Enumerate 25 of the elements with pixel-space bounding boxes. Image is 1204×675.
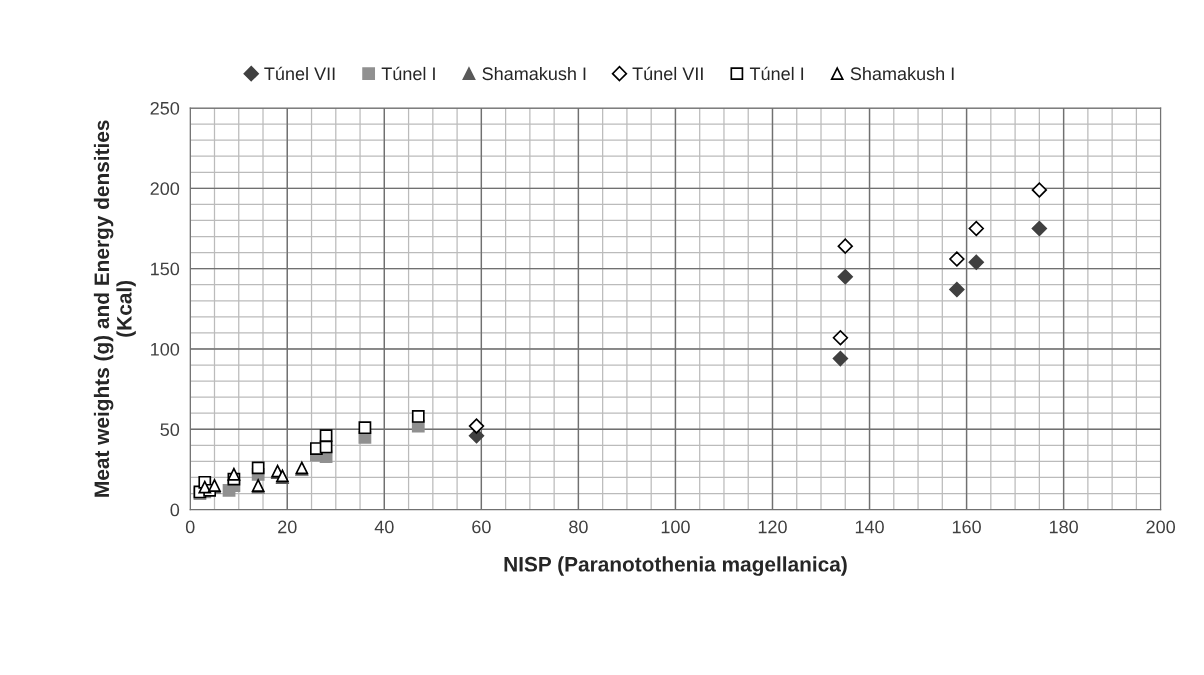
legend-label: Túnel VII xyxy=(264,66,335,81)
legend-label: Túnel I xyxy=(381,66,435,81)
legend-label: Shamakush I xyxy=(850,66,954,81)
x-tick-label: 160 xyxy=(952,520,981,534)
y-tick-label: 200 xyxy=(150,182,180,196)
x-tick-label: 60 xyxy=(472,520,491,534)
y-tick-label: 250 xyxy=(150,101,180,115)
legend-label: Túnel VII xyxy=(632,66,703,81)
legend-label: Túnel I xyxy=(749,66,804,81)
x-tick-label: 100 xyxy=(661,520,690,534)
legend-label: Shamakush I xyxy=(482,66,586,81)
x-tick-label: 180 xyxy=(1049,520,1078,534)
x-tick-label: 200 xyxy=(1146,520,1176,534)
y-tick-label: 150 xyxy=(151,262,180,276)
x-tick-label: 40 xyxy=(374,520,394,534)
x-tick-label: 120 xyxy=(758,520,787,534)
y-tick-label: 50 xyxy=(160,423,180,437)
x-axis-title: NISP (Paranotothenia magellanica) xyxy=(504,556,847,576)
x-tick-label: 20 xyxy=(278,520,297,534)
y-tick-label: 100 xyxy=(151,342,180,356)
y-tick-label: 0 xyxy=(170,503,180,517)
x-tick-label: 140 xyxy=(855,520,884,534)
x-tick-label: 80 xyxy=(569,520,588,534)
y-axis-title: Meat weights (g) and Energy densities (Kcal) xyxy=(93,120,136,497)
x-tick-label: 0 xyxy=(185,520,195,534)
